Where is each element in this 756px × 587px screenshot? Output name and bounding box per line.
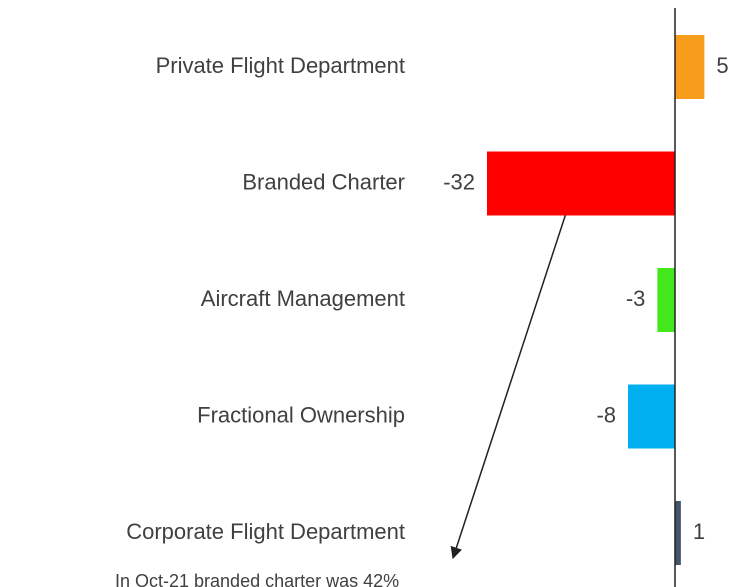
bar — [675, 501, 681, 565]
bar — [487, 151, 675, 216]
category-label: Branded Charter — [242, 169, 405, 194]
annotation: In Oct-21 branded charter was 42% — [115, 571, 399, 587]
category-label: Private Flight Department — [156, 53, 405, 78]
category-label: Corporate Flight Department — [126, 519, 405, 544]
bar — [657, 268, 675, 332]
value-label: -8 — [596, 402, 616, 427]
value-label: -3 — [626, 286, 646, 311]
annotation-arrow — [450, 194, 573, 560]
category-label: Aircraft Management — [201, 286, 405, 311]
bar — [628, 384, 675, 449]
value-label: 5 — [716, 53, 728, 78]
category-label: Fractional Ownership — [197, 402, 405, 427]
value-label: 1 — [693, 519, 705, 544]
value-label: -32 — [443, 169, 475, 194]
bar — [675, 35, 705, 99]
